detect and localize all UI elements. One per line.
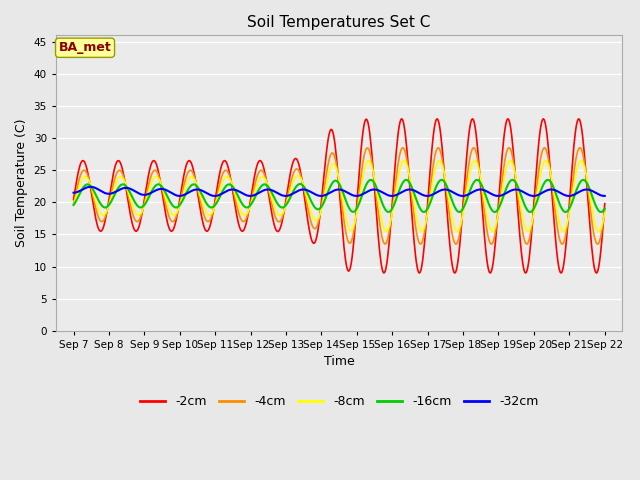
Title: Soil Temperatures Set C: Soil Temperatures Set C bbox=[248, 15, 431, 30]
Legend: -2cm, -4cm, -8cm, -16cm, -32cm: -2cm, -4cm, -8cm, -16cm, -32cm bbox=[135, 390, 543, 413]
Y-axis label: Soil Temperature (C): Soil Temperature (C) bbox=[15, 119, 28, 247]
X-axis label: Time: Time bbox=[324, 355, 355, 369]
Text: BA_met: BA_met bbox=[59, 41, 111, 54]
